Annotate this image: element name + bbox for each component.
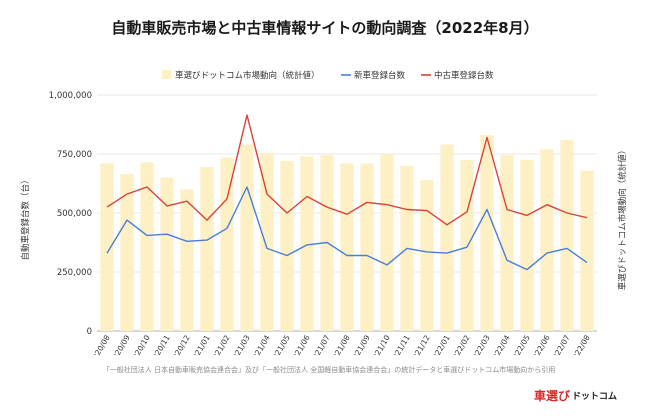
legend: 車選びドットコム市場動向（統計値） 新車登録台数 中古車登録台数	[162, 70, 494, 81]
x-tick-label: '22/04	[492, 333, 512, 358]
x-tick-label: '22/06	[532, 333, 552, 358]
x-tick-label: '22/01	[432, 333, 452, 358]
series-line-new	[106, 186, 588, 271]
y-axis-label: 自動車登録台数（台）	[20, 175, 31, 260]
x-tick-label: '21/07	[312, 333, 332, 358]
legend-swatch-market	[162, 70, 171, 79]
series-lines	[106, 114, 588, 271]
bar	[240, 144, 254, 331]
x-tick-label: '21/05	[272, 333, 292, 358]
y-tick-label: 250,000	[57, 268, 92, 278]
x-tick-label: '21/04	[252, 333, 272, 358]
legend-used: 中古車登録台数	[434, 70, 494, 81]
brand-logo: 車選び ドットコム	[534, 388, 617, 403]
x-tick-label: '21/03	[232, 333, 252, 358]
bar	[220, 157, 234, 331]
x-tick-label: '20/10	[132, 333, 152, 358]
bar	[280, 161, 294, 331]
x-tick-label: '20/08	[92, 333, 112, 358]
bar	[140, 162, 154, 331]
x-ticks: '20/08'20/09'20/10'20/11'20/12'21/01'21/…	[92, 333, 592, 358]
x-tick-label: '22/03	[472, 333, 492, 358]
bar	[540, 149, 554, 331]
x-tick-label: '21/10	[372, 333, 392, 358]
y-tick-label: 0	[87, 327, 92, 337]
y2-axis-label: 車選びドットコム市場動向（統計値）	[617, 146, 628, 291]
bar	[360, 163, 374, 331]
bar	[160, 177, 174, 331]
x-tick-label: '21/12	[412, 333, 432, 358]
x-tick-label: '22/07	[552, 333, 572, 358]
bar	[460, 159, 474, 331]
bar	[260, 152, 274, 331]
bar	[380, 154, 394, 331]
x-tick-label: '22/05	[512, 333, 532, 358]
y-ticks: 0 250,000 500,000 750,000 1,000,000	[49, 91, 92, 337]
bar	[200, 166, 214, 331]
bar	[440, 144, 454, 331]
y-tick-label: 750,000	[57, 150, 92, 160]
logo-part2: ドットコム	[572, 391, 617, 402]
bar	[100, 163, 114, 331]
x-tick-label: '20/09	[112, 333, 132, 358]
bar	[340, 163, 354, 331]
x-tick-label: '21/06	[292, 333, 312, 358]
legend-new: 新車登録台数	[354, 70, 406, 81]
chart-title: 自動車販売市場と中古車情報サイトの動向調査（2022年8月）	[111, 19, 538, 37]
x-tick-label: '21/08	[332, 333, 352, 358]
bar	[580, 170, 594, 331]
x-tick-label: '21/02	[212, 333, 232, 358]
legend-market: 車選びドットコム市場動向（統計値）	[175, 70, 320, 81]
x-tick-label: '21/01	[192, 333, 212, 358]
y-tick-label: 500,000	[57, 209, 92, 219]
bar	[120, 174, 134, 331]
x-tick-label: '22/08	[572, 333, 592, 358]
logo-part1: 車選び	[534, 388, 571, 403]
bar	[420, 179, 434, 331]
y-tick-label: 1,000,000	[49, 91, 92, 101]
x-tick-label: '21/09	[352, 333, 372, 358]
x-tick-label: '20/12	[172, 333, 192, 358]
x-tick-label: '20/11	[152, 333, 172, 358]
bar	[520, 159, 534, 331]
x-tick-label: '21/11	[392, 333, 412, 358]
bars	[100, 135, 594, 331]
bar	[480, 135, 494, 331]
bar	[500, 155, 514, 331]
source-note: 「一般社団法人 日本自動車販売協会連合会」及び「一般社団法人 全国軽自動車協会連…	[103, 365, 555, 374]
series-line-used	[106, 114, 588, 226]
x-tick-label: '22/02	[452, 333, 472, 358]
bar	[180, 189, 194, 331]
bar	[560, 139, 574, 331]
